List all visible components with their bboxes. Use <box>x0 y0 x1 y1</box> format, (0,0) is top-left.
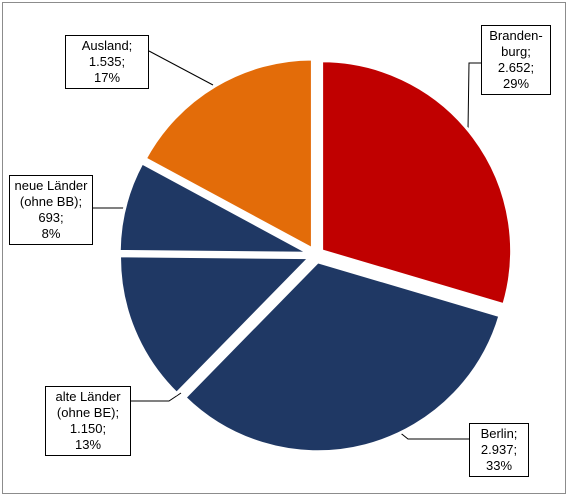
data-label-berlin: Berlin; 2.937; 33% <box>469 423 529 477</box>
value-text: 1.535; <box>88 54 126 69</box>
label-line: (ohne BE); <box>56 405 120 420</box>
pie-slice-brandenburg <box>320 59 514 307</box>
leader-line-berlin <box>397 430 469 440</box>
pie-slice-ausland <box>143 57 314 252</box>
percent-text: 29% <box>502 76 530 91</box>
pie-chart <box>93 50 514 454</box>
data-label-ausland: Ausland; 1.535; 17% <box>65 35 149 89</box>
pie-slices <box>117 57 514 454</box>
label-line: neue Länder <box>14 178 88 193</box>
pie-slice-alte-laender <box>118 254 314 396</box>
data-label-alte-laender: alte Länder (ohne BE); 1.150; 13% <box>45 386 131 456</box>
leader-line-ausland <box>148 50 214 86</box>
label-line: alte Länder <box>55 389 121 404</box>
value-text: 2.937; <box>480 442 518 457</box>
label-line: Branden- <box>489 28 543 43</box>
chart-area: Branden- burg; 2.652; 29% Berlin; 2.937;… <box>2 2 566 494</box>
pie-slice-berlin <box>182 260 502 454</box>
value-text: 1.150; <box>69 421 107 436</box>
percent-text: 17% <box>93 70 121 85</box>
leader-line-alte-laender <box>131 392 182 402</box>
leader-line-brandenburg <box>467 62 481 131</box>
value-text: 693; <box>38 210 64 225</box>
data-label-brandenburg: Branden- burg; 2.652; 29% <box>481 25 551 95</box>
data-label-neue-laender: neue Länder (ohne BB); 693; 8% <box>9 175 93 245</box>
label-line: Berlin; <box>480 426 518 441</box>
pie-slice-neue-laender <box>117 160 310 255</box>
label-line: (ohne BB); <box>19 194 83 209</box>
value-text: 2.652; <box>497 60 535 75</box>
percent-text: 13% <box>74 437 102 452</box>
label-line: burg; <box>501 44 531 59</box>
label-line: Ausland; <box>81 38 133 53</box>
percent-text: 8% <box>41 226 61 241</box>
percent-text: 33% <box>485 458 513 473</box>
